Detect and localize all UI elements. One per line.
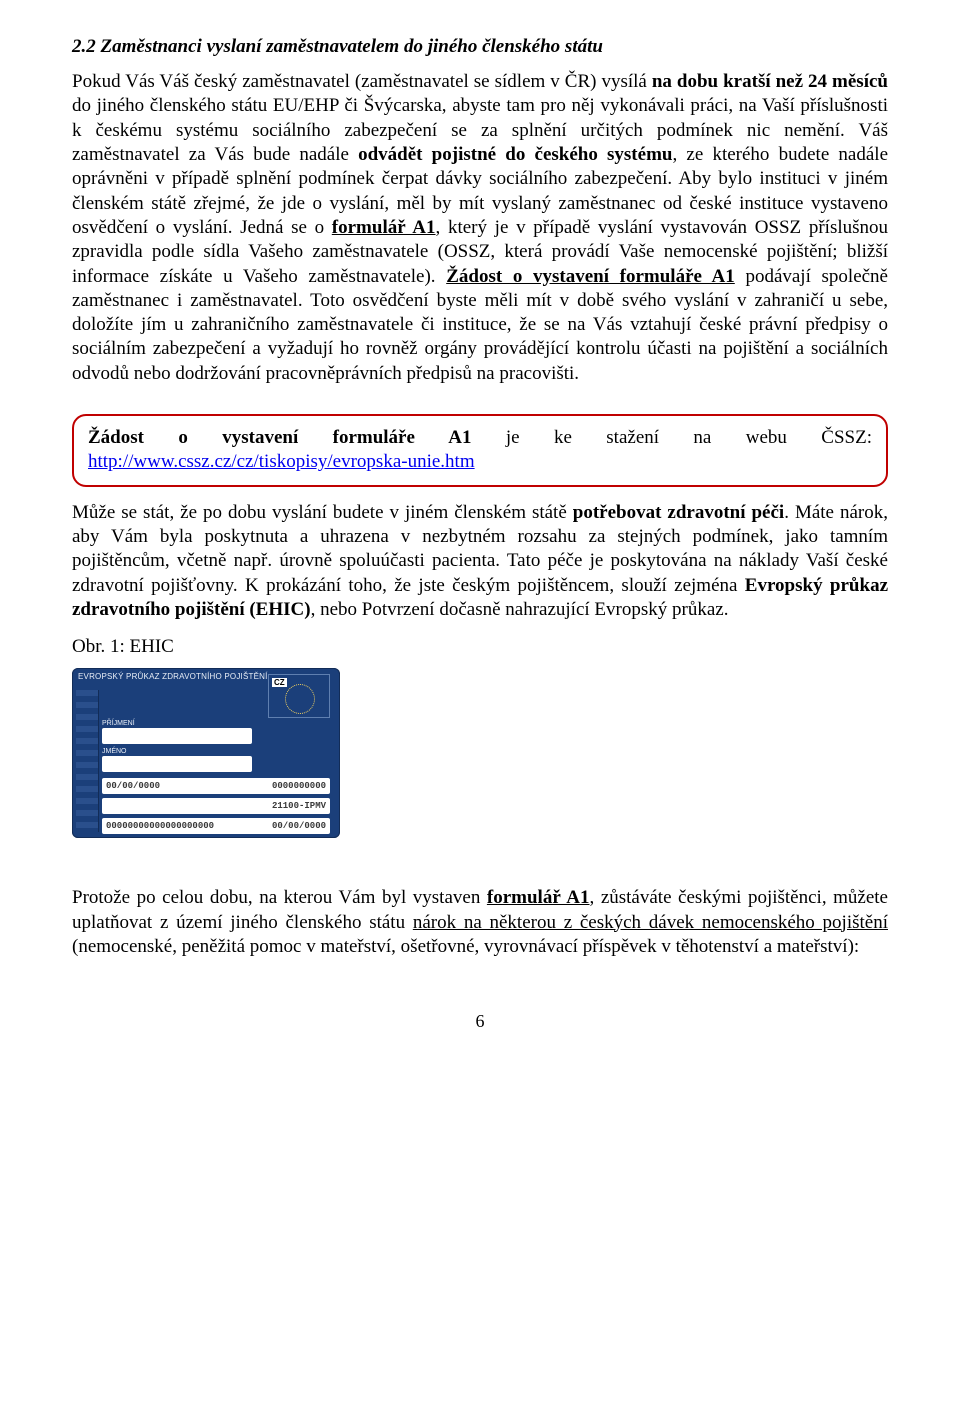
ehic-card: EVROPSKÝ PRŮKAZ ZDRAVOTNÍHO POJIŠTĚNÍ CZ…	[72, 668, 340, 838]
ehic-title: EVROPSKÝ PRŮKAZ ZDRAVOTNÍHO POJIŠTĚNÍ	[78, 672, 268, 681]
text-underline: nárok na některou z českých dávek nemoce…	[413, 912, 888, 933]
text: Pokud Vás Váš český zaměstnavatel (zaměs…	[72, 71, 652, 92]
ehic-surname-label: PŘÍJMENÍ	[102, 720, 135, 727]
ehic-surname-field	[102, 728, 252, 744]
ehic-dob-row: 00/00/0000 0000000000	[102, 778, 330, 794]
figure-label: Obr. 1: EHIC	[72, 636, 888, 658]
text-bold-underline: formulář A1	[332, 217, 436, 238]
ehic-date2: 00/00/0000	[272, 821, 326, 831]
callout-bold: Žádost o vystavení formuláře A1	[88, 427, 471, 448]
callout-link[interactable]: http://www.cssz.cz/cz/tiskopisy/evropska…	[88, 451, 475, 472]
ehic-id2: 21100-IPMV	[272, 801, 326, 811]
paragraph-1: Pokud Vás Váš český zaměstnavatel (zaměs…	[72, 70, 888, 386]
callout-box: Žádost o vystavení formuláře A1 je ke st…	[72, 414, 888, 487]
text-bold-underline: Žádost o vystavení formuláře A1	[446, 266, 735, 287]
ehic-bottom-row: 00000000000000000000 00/00/0000	[102, 818, 330, 834]
ehic-name-label: JMÉNO	[102, 748, 127, 755]
text-bold-underline: formulář A1	[487, 887, 590, 908]
text-bold: odvádět pojistné do českého systému	[358, 144, 672, 165]
ehic-long0: 00000000000000000000	[106, 821, 214, 831]
ehic-star-ring	[285, 684, 315, 714]
ehic-side-strip	[76, 690, 99, 832]
text: , nebo Potvrzení dočasně nahrazující Evr…	[311, 599, 729, 620]
section-heading: 2.2 Zaměstnanci vyslaní zaměstnavatelem …	[72, 36, 888, 58]
paragraph-3: Protože po celou dobu, na kterou Vám byl…	[72, 886, 888, 959]
ehic-eu-flag: CZ	[268, 674, 330, 718]
text: Může se stát, že po dobu vyslání budete …	[72, 502, 573, 523]
text-bold: potřebovat zdravotní péči	[573, 502, 784, 523]
text: (nemocenské, peněžitá pomoc v mateřství,…	[72, 936, 859, 957]
ehic-id1: 0000000000	[272, 781, 326, 791]
paragraph-2: Může se stát, že po dobu vyslání budete …	[72, 501, 888, 623]
ehic-date: 00/00/0000	[106, 781, 160, 791]
ehic-cz-badge: CZ	[272, 678, 287, 687]
ehic-inst-row: 21100-IPMV	[102, 798, 330, 814]
callout-text: je ke stažení na webu ČSSZ:	[471, 427, 872, 448]
page-number: 6	[72, 1011, 888, 1032]
text: Protože po celou dobu, na kterou Vám byl…	[72, 887, 487, 908]
text-bold: na dobu kratší než 24 měsíců	[652, 71, 888, 92]
ehic-name-field	[102, 756, 252, 772]
